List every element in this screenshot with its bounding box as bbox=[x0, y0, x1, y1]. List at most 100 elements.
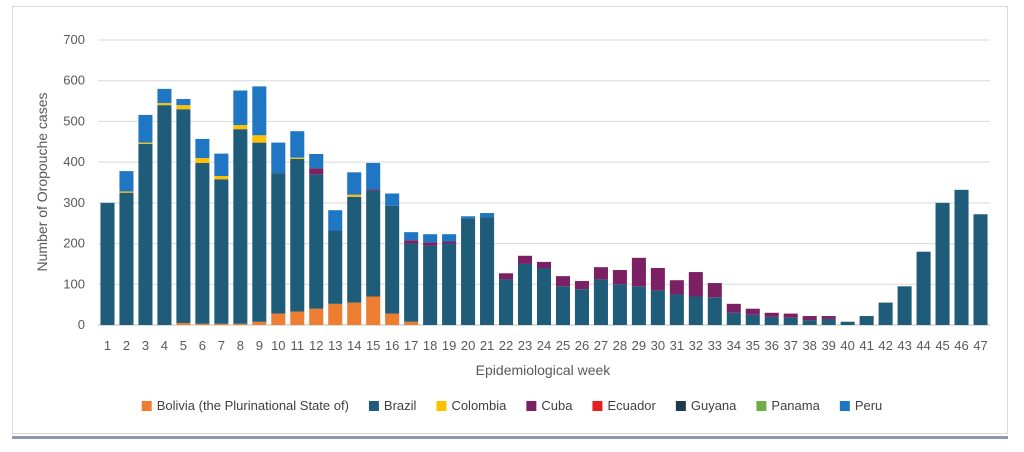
legend-label: Peru bbox=[855, 398, 882, 413]
bar-segment bbox=[195, 138, 210, 159]
bar-segment bbox=[328, 230, 343, 304]
legend-swatch bbox=[839, 401, 850, 411]
x-tick-label: 11 bbox=[291, 338, 305, 353]
bar-segment bbox=[214, 175, 229, 180]
bar-segment bbox=[574, 281, 589, 290]
x-tick-label: 17 bbox=[404, 338, 418, 353]
bar-segment bbox=[802, 320, 817, 325]
x-tick-label: 37 bbox=[783, 338, 797, 353]
bar-segment bbox=[499, 279, 514, 325]
bars bbox=[100, 86, 988, 326]
bar-segment bbox=[650, 290, 665, 325]
bar-segment bbox=[328, 303, 343, 325]
bar-segment bbox=[309, 308, 324, 325]
bar-segment bbox=[176, 105, 191, 110]
legend-swatch bbox=[592, 401, 603, 411]
x-tick-label: 9 bbox=[256, 338, 263, 353]
x-tick-label: 39 bbox=[821, 338, 835, 353]
bar-segment bbox=[176, 99, 191, 106]
x-tick-label: 32 bbox=[689, 338, 703, 353]
x-tick-label: 22 bbox=[499, 338, 513, 353]
bar-segment bbox=[290, 158, 305, 312]
x-tick-label: 26 bbox=[575, 338, 589, 353]
bar-segment bbox=[707, 297, 722, 325]
bar-segment bbox=[366, 296, 381, 325]
bar-segment bbox=[688, 272, 703, 297]
bar-segment bbox=[233, 90, 248, 126]
bar-segment bbox=[499, 273, 514, 280]
bar-segment bbox=[157, 88, 172, 104]
x-axis-ticks: 1 2 3 4 5 6 7 8 9 10 11 12 13 14 15 16 17 18 19 20 21 22 23 24 2… bbox=[104, 338, 988, 353]
bar-segment bbox=[423, 234, 438, 243]
bar-segment bbox=[347, 172, 362, 195]
legend-label: Brazil bbox=[384, 398, 417, 413]
bar-segment bbox=[423, 242, 438, 246]
bar-segment bbox=[612, 284, 627, 325]
bar-segment bbox=[157, 105, 172, 326]
legend-swatch bbox=[368, 401, 379, 411]
bar-segment bbox=[176, 109, 191, 323]
bar-segment bbox=[252, 321, 267, 325]
bar-segment bbox=[157, 103, 172, 106]
bar-segment bbox=[593, 267, 608, 280]
x-tick-label: 29 bbox=[632, 338, 646, 353]
x-tick-label: 27 bbox=[594, 338, 608, 353]
bar-segment bbox=[821, 318, 836, 325]
y-tick-label: 700 bbox=[63, 32, 85, 47]
bar-segment bbox=[404, 232, 419, 241]
y-tick-label: 0 bbox=[78, 317, 85, 332]
y-axis-title: Number of Oropouche cases bbox=[34, 93, 50, 272]
bar-segment bbox=[536, 268, 552, 325]
bar-segment bbox=[840, 321, 855, 325]
legend-swatch bbox=[526, 401, 537, 411]
legend-swatch bbox=[756, 401, 767, 411]
x-tick-label: 15 bbox=[366, 338, 380, 353]
bar-segment bbox=[385, 313, 400, 325]
bar-segment bbox=[252, 86, 267, 136]
bar-segment bbox=[233, 125, 248, 130]
bar-segment bbox=[821, 316, 836, 319]
bar-segment bbox=[119, 171, 134, 192]
bar-segment bbox=[878, 302, 893, 325]
bar-segment bbox=[669, 280, 684, 295]
bar-segment bbox=[309, 174, 324, 309]
bar-segment bbox=[366, 190, 381, 297]
bar-segment bbox=[954, 189, 969, 325]
bar-segment bbox=[536, 261, 552, 268]
y-tick-label: 200 bbox=[63, 236, 85, 251]
legend-swatch bbox=[675, 401, 686, 411]
x-tick-label: 14 bbox=[347, 338, 361, 353]
bar-segment bbox=[442, 243, 457, 325]
bar-segment bbox=[309, 154, 324, 169]
bar-segment bbox=[100, 202, 115, 325]
x-tick-label: 31 bbox=[670, 338, 684, 353]
x-tick-label: 8 bbox=[237, 338, 244, 353]
bar-segment bbox=[612, 270, 627, 285]
x-tick-label: 19 bbox=[442, 338, 456, 353]
bar-segment bbox=[404, 240, 419, 244]
x-tick-label: 6 bbox=[199, 338, 206, 353]
bar-segment bbox=[138, 142, 153, 144]
bar-segment bbox=[555, 276, 571, 287]
x-tick-label: 45 bbox=[935, 338, 949, 353]
y-tick-label: 400 bbox=[63, 154, 85, 169]
x-tick-label: 21 bbox=[480, 338, 494, 353]
x-tick-label: 7 bbox=[218, 338, 225, 353]
bar-segment bbox=[593, 279, 608, 325]
bar-segment bbox=[442, 234, 457, 242]
x-tick-label: 33 bbox=[708, 338, 722, 353]
bar-segment bbox=[897, 286, 912, 325]
bar-segment bbox=[574, 289, 589, 325]
bar-segment bbox=[404, 321, 419, 325]
x-tick-label: 1 bbox=[104, 338, 111, 353]
bar-segment bbox=[214, 153, 229, 176]
x-tick-label: 46 bbox=[954, 338, 968, 353]
bar-segment bbox=[461, 216, 476, 219]
y-tick-label: 100 bbox=[63, 276, 85, 291]
legend-label: Colombia bbox=[451, 398, 507, 413]
bar-segment bbox=[783, 313, 798, 318]
bar-segment bbox=[802, 316, 817, 321]
bar-segment bbox=[423, 245, 438, 325]
bar-segment bbox=[935, 202, 950, 325]
